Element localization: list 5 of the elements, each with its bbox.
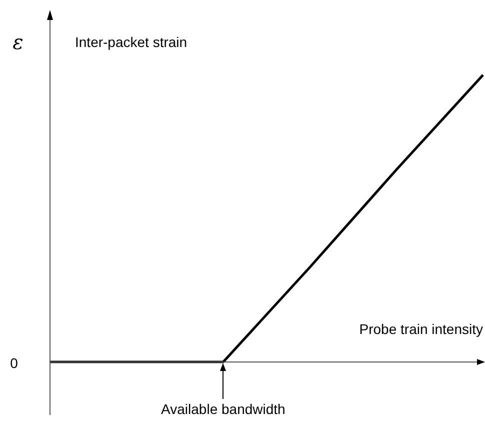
x-axis-title: Probe train intensity: [359, 320, 483, 337]
text: Available bandwidth: [161, 400, 286, 417]
chart-title: Inter-packet strain: [75, 34, 188, 50]
text: 0: [10, 354, 18, 371]
y-axis-title: ε: [12, 30, 24, 54]
